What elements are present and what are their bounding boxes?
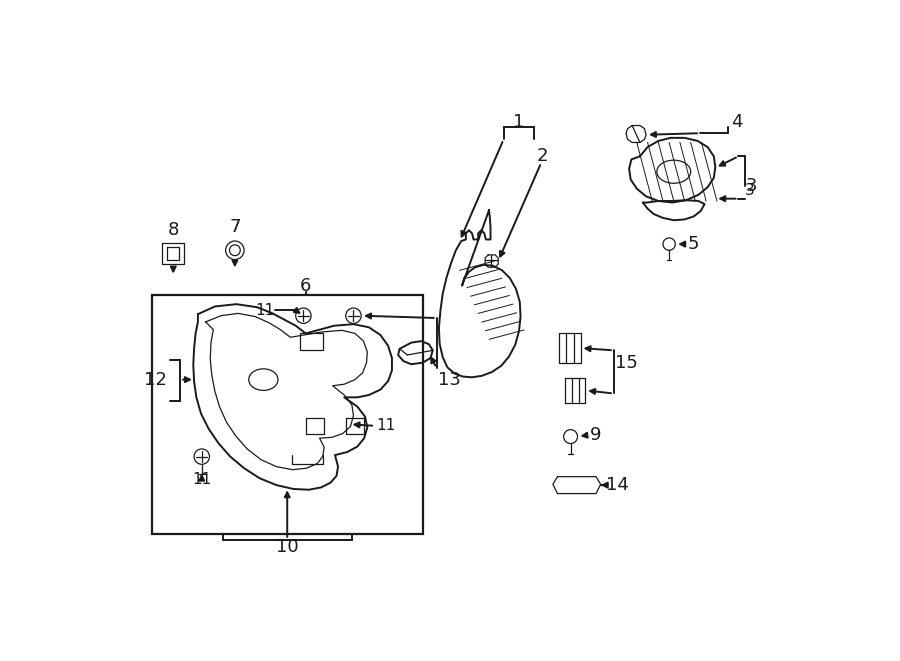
Text: 1: 1 xyxy=(512,114,524,132)
Text: 3: 3 xyxy=(746,176,758,194)
Text: 11: 11 xyxy=(192,472,211,487)
Text: 6: 6 xyxy=(300,277,311,295)
Text: 9: 9 xyxy=(590,426,601,444)
Text: 15: 15 xyxy=(616,354,638,371)
Text: 11: 11 xyxy=(256,303,274,318)
Text: 11: 11 xyxy=(376,418,396,434)
Text: 4: 4 xyxy=(731,114,742,132)
Text: 2: 2 xyxy=(536,147,548,165)
Text: 10: 10 xyxy=(276,539,299,557)
Text: 8: 8 xyxy=(167,221,179,239)
Text: 14: 14 xyxy=(606,476,629,494)
Text: 13: 13 xyxy=(438,371,461,389)
Text: 7: 7 xyxy=(230,218,240,236)
Text: 5: 5 xyxy=(688,235,699,253)
Text: 12: 12 xyxy=(144,371,167,389)
Text: 3: 3 xyxy=(744,184,754,198)
Bar xyxy=(152,295,423,533)
